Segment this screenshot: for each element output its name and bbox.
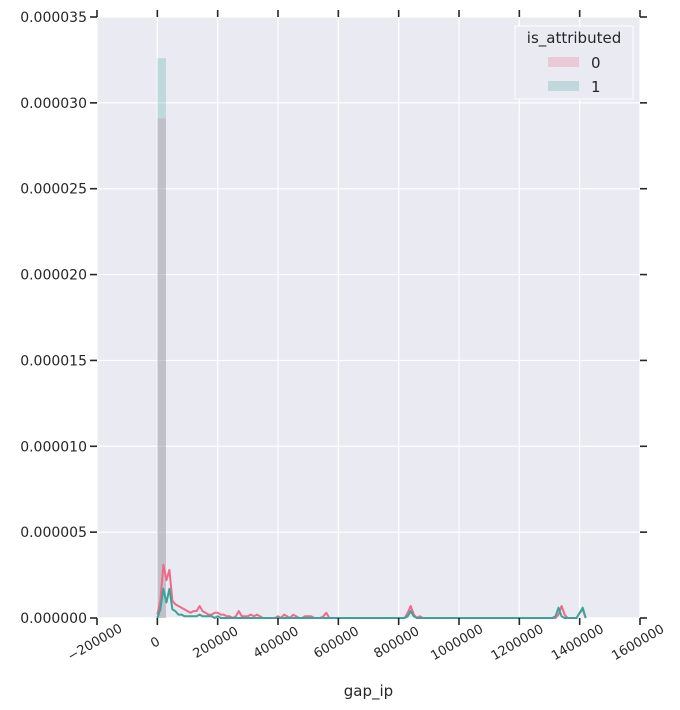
y-tick-label: 0.000005 (20, 525, 87, 541)
legend-title: is_attributed (527, 29, 621, 48)
y-tick-label: 0.000035 (20, 10, 87, 26)
x-tick-label: 1000000 (428, 622, 486, 664)
x-tick-label: 1400000 (549, 622, 607, 664)
x-tick-label: 0 (148, 634, 163, 651)
x-tick-label: 600000 (311, 624, 361, 662)
plot-background (97, 17, 640, 618)
x-tick-label: 800000 (372, 624, 422, 662)
legend-swatch-1 (548, 81, 579, 91)
x-axis-label: gap_ip (344, 682, 393, 701)
x-tick-label: 400000 (251, 624, 301, 662)
x-tick-label: 1200000 (489, 622, 547, 664)
x-tick-label: 1600000 (609, 622, 667, 664)
y-tick-label: 0.000015 (20, 353, 87, 369)
legend-label-0: 0 (591, 54, 601, 72)
legend-swatch-0 (548, 57, 579, 67)
legend-box (514, 25, 634, 100)
y-tick-label: 0.000025 (20, 182, 87, 198)
x-tick-label: −200000 (65, 621, 125, 664)
histogram-bar-0 (157, 118, 166, 618)
y-tick-label: 0.000030 (20, 96, 87, 112)
y-tick-label: 0.000000 (20, 611, 87, 627)
y-tick-label: 0.000010 (20, 439, 87, 455)
x-tick-label: 200000 (191, 624, 241, 662)
histogram-bar-1 (157, 58, 166, 619)
kde-line-1 (156, 587, 587, 619)
y-tick-label: 0.000020 (20, 268, 87, 284)
legend-label-1: 1 (591, 78, 601, 96)
